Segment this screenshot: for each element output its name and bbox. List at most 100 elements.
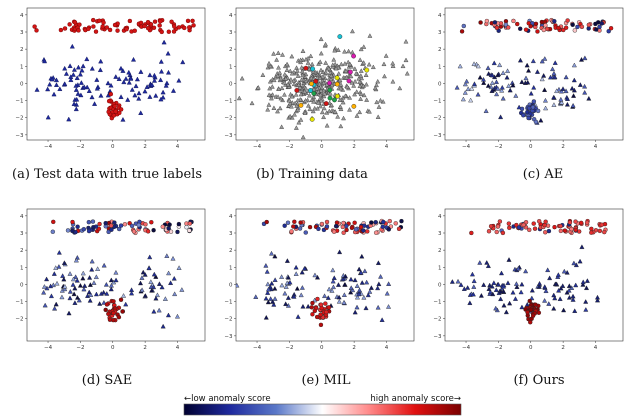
point-triangle [269,95,274,101]
point-circle [556,25,561,31]
scatter-points [41,219,194,329]
x-tick-label: −4 [253,144,262,150]
point-triangle [551,94,557,100]
point-circle [65,228,71,233]
y-tick-label: 0 [438,81,442,87]
y-tick-label: 3 [20,231,24,237]
point-circle [399,218,404,224]
point-triangle [469,86,475,91]
y-tick-label: 3 [20,30,24,36]
point-triangle [62,65,68,71]
point-triangle [146,265,152,271]
point-circle [324,219,330,225]
point-triangle [347,95,353,100]
point-circle [182,25,187,31]
point-triangle [271,302,277,307]
point-triangle [236,95,242,101]
point-triangle [270,299,276,304]
point-triangle [129,287,135,292]
point-triangle [498,289,504,294]
point-circle [149,220,154,225]
point-triangle [165,312,171,318]
point-circle [91,17,96,23]
y-tick-label: −3 [433,133,442,139]
point-triangle [284,258,290,263]
point-triangle [123,76,129,81]
y-tick-label: −1 [224,99,232,105]
point-circle [313,78,319,84]
point-triangle [471,61,477,66]
point-triangle [170,255,176,261]
point-circle [599,222,604,227]
point-triangle [89,65,95,71]
point-triangle [165,69,172,75]
point-circle [116,226,122,232]
point-triangle [92,101,98,106]
point-triangle [528,90,534,96]
point-triangle [359,280,365,285]
point-triangle [342,61,348,66]
point-circle [606,28,611,34]
point-triangle [160,94,166,100]
point-triangle [139,275,145,280]
point-circle [106,109,111,115]
y-tick-label: −3 [224,133,233,139]
y-tick-label: 3 [229,231,233,237]
point-circle [143,222,148,227]
point-triangle [76,297,82,303]
point-triangle [344,74,349,80]
point-circle [86,219,92,225]
point-circle [326,305,332,310]
point-triangle [300,72,306,78]
point-triangle [382,73,387,79]
point-circle [533,21,539,27]
point-triangle [348,276,354,282]
point-triangle [121,79,127,85]
point-triangle [300,303,306,309]
point-circle [340,224,346,230]
point-triangle [87,282,93,287]
x-tick-label: 4 [385,144,389,150]
point-circle [93,29,99,34]
point-triangle [80,275,86,281]
point-triangle [493,79,500,85]
scatter-points [236,28,410,140]
point-triangle [282,71,288,77]
panel-c: −4 −2 0 2 4 −3 −2 −1 0 1 2 3 4 (c) AE [433,7,624,182]
point-triangle [375,78,381,84]
point-triangle [296,119,302,125]
point-circle [517,26,523,31]
point-circle [535,29,540,34]
point-triangle [321,114,327,120]
point-triangle [361,44,367,49]
point-circle [533,119,539,125]
point-triangle [503,309,509,315]
point-triangle [151,308,157,314]
x-tick-label: 2 [352,144,356,150]
y-tick-label: −2 [224,317,232,323]
point-triangle [539,58,545,64]
point-triangle [164,253,170,258]
point-triangle [552,74,558,80]
point-circle [494,229,499,235]
point-triangle [356,291,362,297]
point-triangle [160,89,166,95]
point-circle [152,19,158,24]
point-triangle [305,60,311,65]
point-triangle [265,286,271,292]
point-triangle [128,76,134,81]
point-circle [112,104,117,109]
point-triangle [148,284,154,289]
y-tick-label: −1 [15,300,23,306]
point-circle [34,28,39,33]
point-triangle [53,77,60,83]
point-circle [381,219,386,225]
point-circle [169,19,174,24]
point-triangle [61,276,67,282]
point-triangle [269,84,275,89]
y-tick-label: −2 [224,116,232,122]
point-triangle [168,280,174,285]
point-triangle [97,301,103,306]
point-triangle [489,88,495,93]
point-circle [319,221,325,227]
